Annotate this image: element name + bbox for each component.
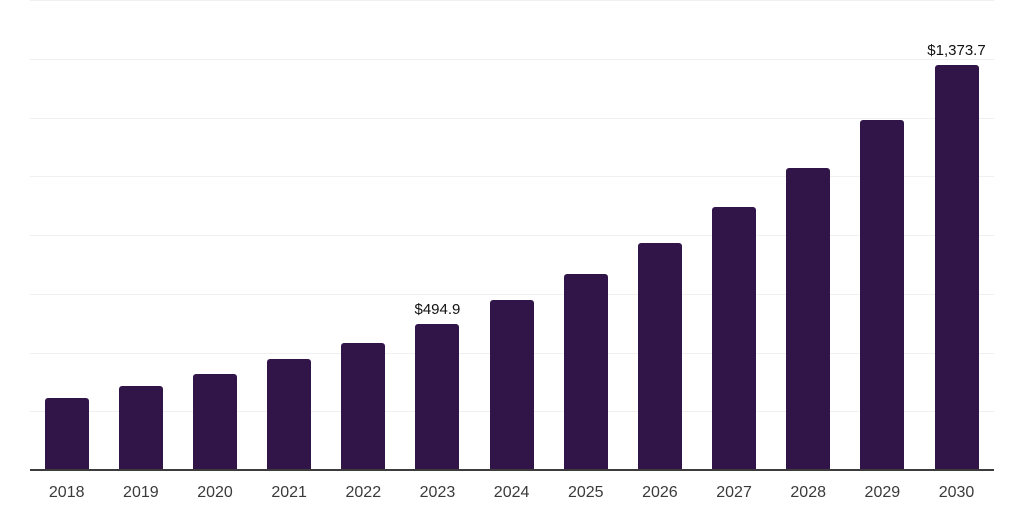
x-tick-2018: 2018 [48, 484, 85, 501]
x-tick-2019: 2019 [123, 484, 159, 501]
bar-2018 [44, 397, 89, 469]
x-tick-2020: 2020 [197, 484, 233, 501]
x-tick-2024: 2024 [493, 484, 530, 501]
x-tick-2027: 2027 [716, 484, 752, 501]
gridline-1200 [30, 117, 994, 119]
bar-value-label-2030: $1,373.7 [927, 42, 986, 60]
bar-2024 [489, 300, 534, 469]
bar-value-label-2023: $494.9 [414, 300, 461, 318]
x-tick-2030: 2030 [938, 484, 975, 501]
bar-2025 [563, 273, 608, 469]
x-tick-2021: 2021 [271, 484, 307, 501]
gridline-600 [30, 293, 994, 295]
gridline-800 [30, 235, 994, 236]
x-tick-2028: 2028 [790, 484, 826, 501]
bar-2026 [637, 243, 682, 469]
x-tick-2025: 2025 [567, 484, 604, 501]
bar-2021 [267, 359, 312, 469]
bar-2030 [934, 65, 979, 469]
bar-2027 [712, 206, 757, 469]
gridline-1400 [30, 58, 994, 60]
bar-2019 [118, 386, 163, 469]
x-tick-2029: 2029 [864, 484, 901, 501]
bar-2020 [193, 374, 237, 469]
x-tick-2023: 2023 [419, 484, 456, 501]
bar-2028 [786, 167, 831, 469]
x-tick-2026: 2026 [642, 484, 678, 501]
gridline-1600 [30, 0, 994, 1]
bar-2023 [415, 323, 460, 469]
bar-2029 [860, 120, 905, 469]
bar-2022 [341, 343, 386, 469]
plot-area: $494.9 $1,373.7 [30, 0, 994, 471]
x-axis-line [30, 469, 994, 471]
x-tick-2022: 2022 [345, 484, 382, 501]
x-axis-tick-labels: 2018 2019 2020 2021 2022 2023 2024 2025 2026 2027… [30, 471, 994, 512]
gridline-1000 [30, 176, 994, 178]
